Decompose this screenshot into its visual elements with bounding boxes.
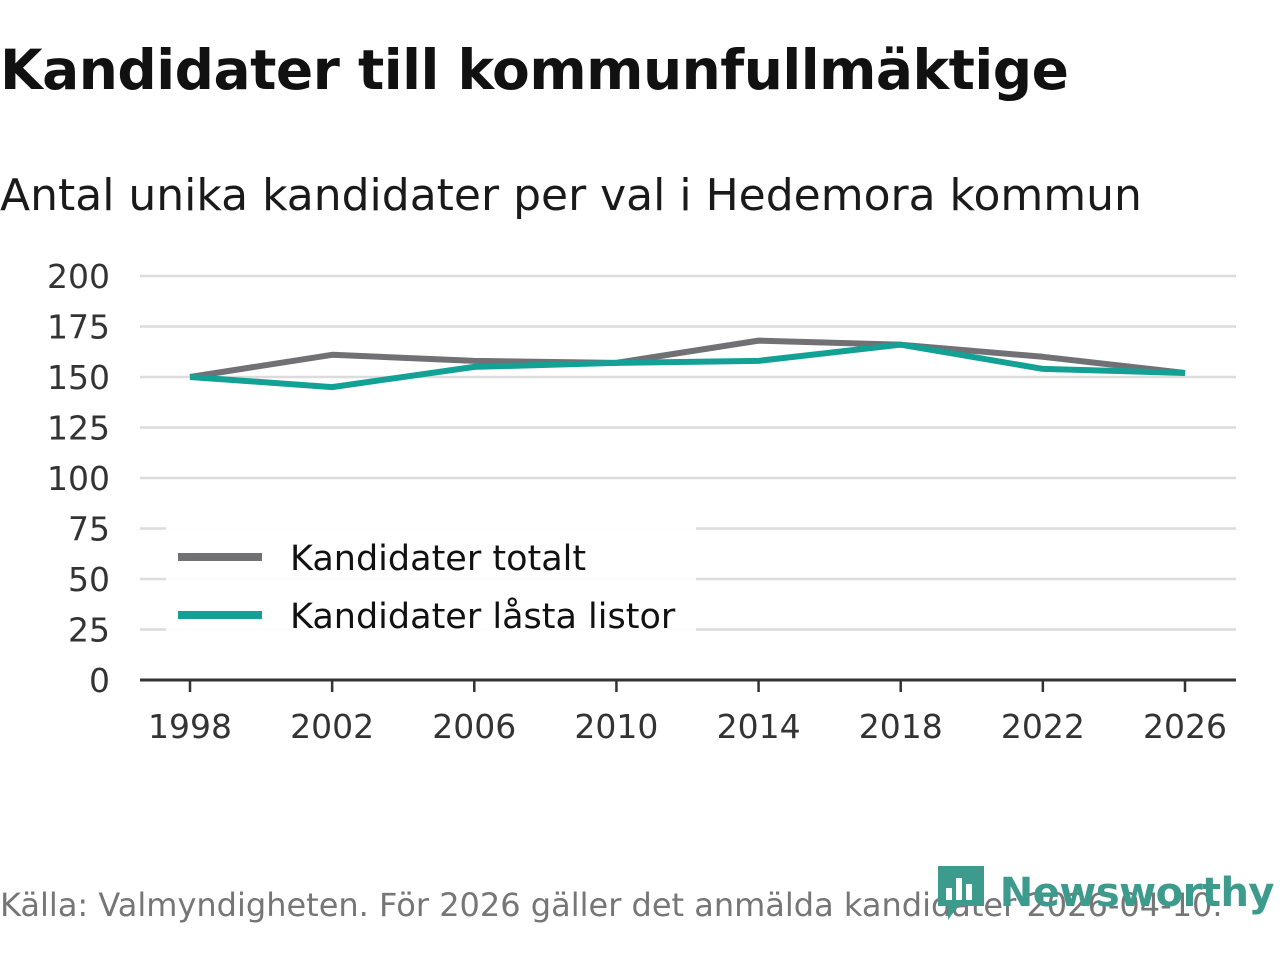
- x-tick-label: 2002: [290, 707, 374, 746]
- y-tick-label: 50: [68, 560, 110, 599]
- y-tick-label: 25: [68, 611, 110, 650]
- y-tick-label: 200: [47, 257, 110, 296]
- legend-label: Kandidater totalt: [290, 539, 586, 579]
- x-tick-label: 2010: [574, 707, 658, 746]
- line-chart: 0 25 50 75 100 125 150 175 200 1998 2002 2006 2010 2…: [47, 257, 1236, 746]
- brand-name: Newsworthy: [999, 870, 1275, 916]
- y-axis: 0 25 50 75 100 125 150 175 200: [47, 257, 110, 700]
- x-tick-label: 2022: [1001, 707, 1085, 746]
- y-tick-label: 0: [89, 661, 110, 700]
- x-tick-label: 1998: [148, 707, 232, 746]
- chart-subtitle: Antal unika kandidater per val i Hedemor…: [0, 170, 1142, 221]
- x-tick-label: 2006: [432, 707, 516, 746]
- series-lines: [189, 337, 1186, 391]
- x-tick-label: 2018: [859, 707, 943, 746]
- y-tick-label: 125: [47, 409, 110, 448]
- y-tick-label: 175: [47, 308, 110, 347]
- x-axis: 1998 2002 2006 2010 2014 2018 2022 2026: [140, 678, 1236, 746]
- series-line-1: [189, 337, 1186, 380]
- legend-label: Kandidater låsta listor: [290, 596, 676, 637]
- bar-chart-flag-icon: [937, 866, 984, 920]
- brand-logo: Newsworthy: [934, 862, 1275, 924]
- y-tick-label: 75: [68, 510, 110, 549]
- x-tick-label: 2026: [1143, 707, 1227, 746]
- x-tick-label: 2014: [717, 707, 801, 746]
- chart-title: Kandidater till kommunfullmäktige: [0, 38, 1069, 102]
- series-line-2: [189, 341, 1186, 391]
- legend: Kandidater totalt Kandidater låsta listor: [166, 526, 696, 637]
- source-caption: Källa: Valmyndigheten. För 2026 gäller d…: [0, 886, 1223, 924]
- y-tick-label: 150: [47, 358, 110, 397]
- y-tick-label: 100: [47, 459, 110, 498]
